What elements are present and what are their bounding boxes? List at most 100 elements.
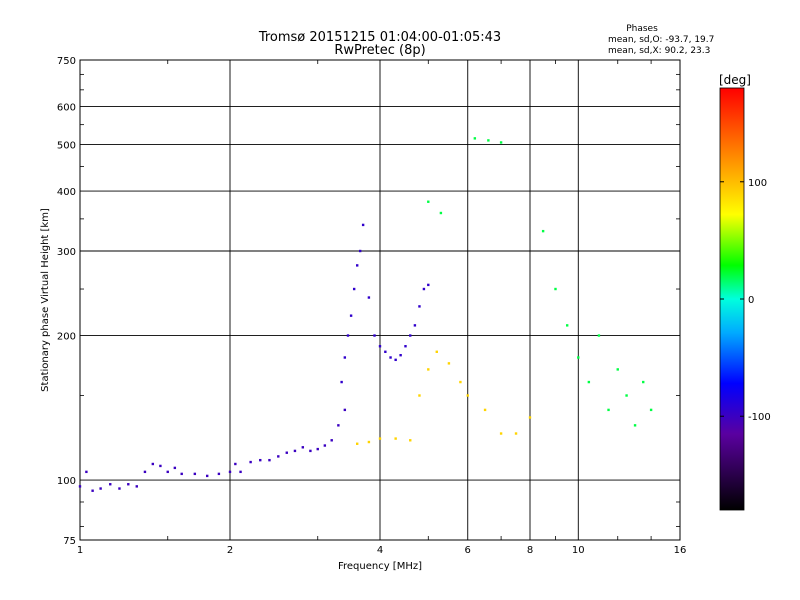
data-point	[409, 334, 412, 337]
data-point	[378, 345, 382, 348]
x-axis-label: Frequency [MHz]	[338, 561, 422, 572]
data-point	[228, 470, 232, 474]
data-point	[422, 287, 426, 291]
x-tick-label: 1	[77, 545, 83, 556]
data-point	[361, 223, 365, 227]
data-point	[499, 432, 503, 435]
data-point	[394, 358, 397, 362]
data-point	[301, 446, 305, 449]
colorbar-label: [deg]	[719, 73, 751, 87]
data-point	[499, 141, 503, 144]
data-point	[352, 287, 356, 291]
x-tick-labels: 1 2 4 6 8 10 16	[77, 545, 687, 556]
data-point	[268, 458, 271, 462]
y-tick-label: 500	[57, 141, 76, 152]
data-point	[358, 249, 362, 253]
data-point	[625, 394, 628, 397]
data-point	[389, 356, 392, 359]
data-point	[427, 200, 430, 203]
data-point	[418, 305, 421, 308]
data-point	[541, 229, 545, 233]
data-point	[528, 416, 532, 419]
data-point	[473, 137, 477, 140]
data-point	[565, 324, 569, 327]
data-point	[607, 408, 610, 412]
data-point	[514, 432, 518, 435]
data-point	[239, 470, 242, 474]
x-tick-label: 2	[227, 545, 233, 556]
x-tick-label: 10	[572, 545, 585, 556]
data-point	[367, 296, 371, 299]
stats-header: Phases	[626, 24, 658, 34]
data-point	[205, 474, 209, 478]
data-point	[384, 350, 387, 353]
data-point	[587, 380, 591, 384]
data-point	[373, 334, 376, 337]
data-point	[259, 458, 262, 462]
data-point	[367, 440, 371, 444]
data-point	[355, 264, 359, 267]
y-tick-label: 300	[57, 247, 76, 258]
y-tick-label: 750	[57, 56, 76, 67]
grid-lines	[80, 60, 680, 540]
data-point	[277, 455, 280, 458]
data-points	[78, 137, 653, 492]
data-point	[166, 470, 169, 474]
data-point	[151, 462, 155, 466]
y-tick-label: 100	[57, 476, 76, 487]
chart-title-line2: RwPretec (8p)	[334, 43, 425, 58]
data-point	[409, 439, 412, 442]
x-tick-label: 6	[465, 545, 471, 556]
data-point	[343, 408, 347, 412]
data-point	[418, 394, 421, 397]
data-point	[99, 487, 102, 490]
data-point	[483, 408, 487, 412]
data-point	[337, 424, 340, 427]
data-point	[642, 380, 645, 384]
data-point	[554, 287, 557, 291]
data-point	[427, 283, 430, 287]
data-point	[159, 464, 162, 468]
data-point	[466, 394, 469, 397]
data-point	[404, 345, 407, 348]
data-point	[285, 451, 288, 454]
data-point	[143, 470, 147, 474]
data-point	[249, 460, 252, 464]
data-point	[649, 408, 653, 412]
y-tick-labels: 75 100 200 300 400 500 600 750	[57, 56, 76, 547]
data-point	[180, 472, 183, 476]
y-axis-label: Stationary phase Virtual Height [km]	[40, 208, 51, 392]
data-point	[349, 314, 353, 317]
data-point	[109, 483, 112, 486]
stats-line-x: mean, sd,X: 90.2, 23.3	[608, 46, 710, 56]
y-tick-label: 400	[57, 187, 76, 198]
colorbar-tick-label: 100	[748, 178, 767, 189]
data-point	[413, 324, 417, 327]
data-point	[487, 139, 490, 142]
data-point	[597, 334, 601, 337]
y-tick-label: 600	[57, 103, 76, 114]
colorbar-tick-label: 0	[748, 295, 754, 306]
data-point	[343, 356, 347, 359]
data-point	[91, 489, 94, 492]
y-tick-label: 75	[63, 536, 76, 547]
data-point	[316, 447, 319, 451]
data-point	[378, 437, 382, 440]
data-point	[427, 368, 430, 371]
data-point	[633, 424, 637, 427]
data-point	[118, 487, 121, 490]
data-point	[435, 350, 438, 353]
data-point	[616, 368, 619, 371]
data-point	[309, 449, 312, 453]
x-tick-label: 16	[674, 545, 687, 556]
data-point	[447, 362, 451, 365]
data-point	[340, 380, 343, 384]
data-point	[85, 470, 88, 474]
data-point	[399, 353, 402, 357]
x-tick-label: 4	[377, 545, 383, 556]
x-tick-label: 8	[527, 545, 533, 556]
chart-title-line1: Tromsø 20151215 01:04:00-01:05:43	[258, 30, 501, 45]
data-point	[394, 437, 397, 440]
stats-line-o: mean, sd,O: -93.7, 19.7	[608, 35, 714, 45]
